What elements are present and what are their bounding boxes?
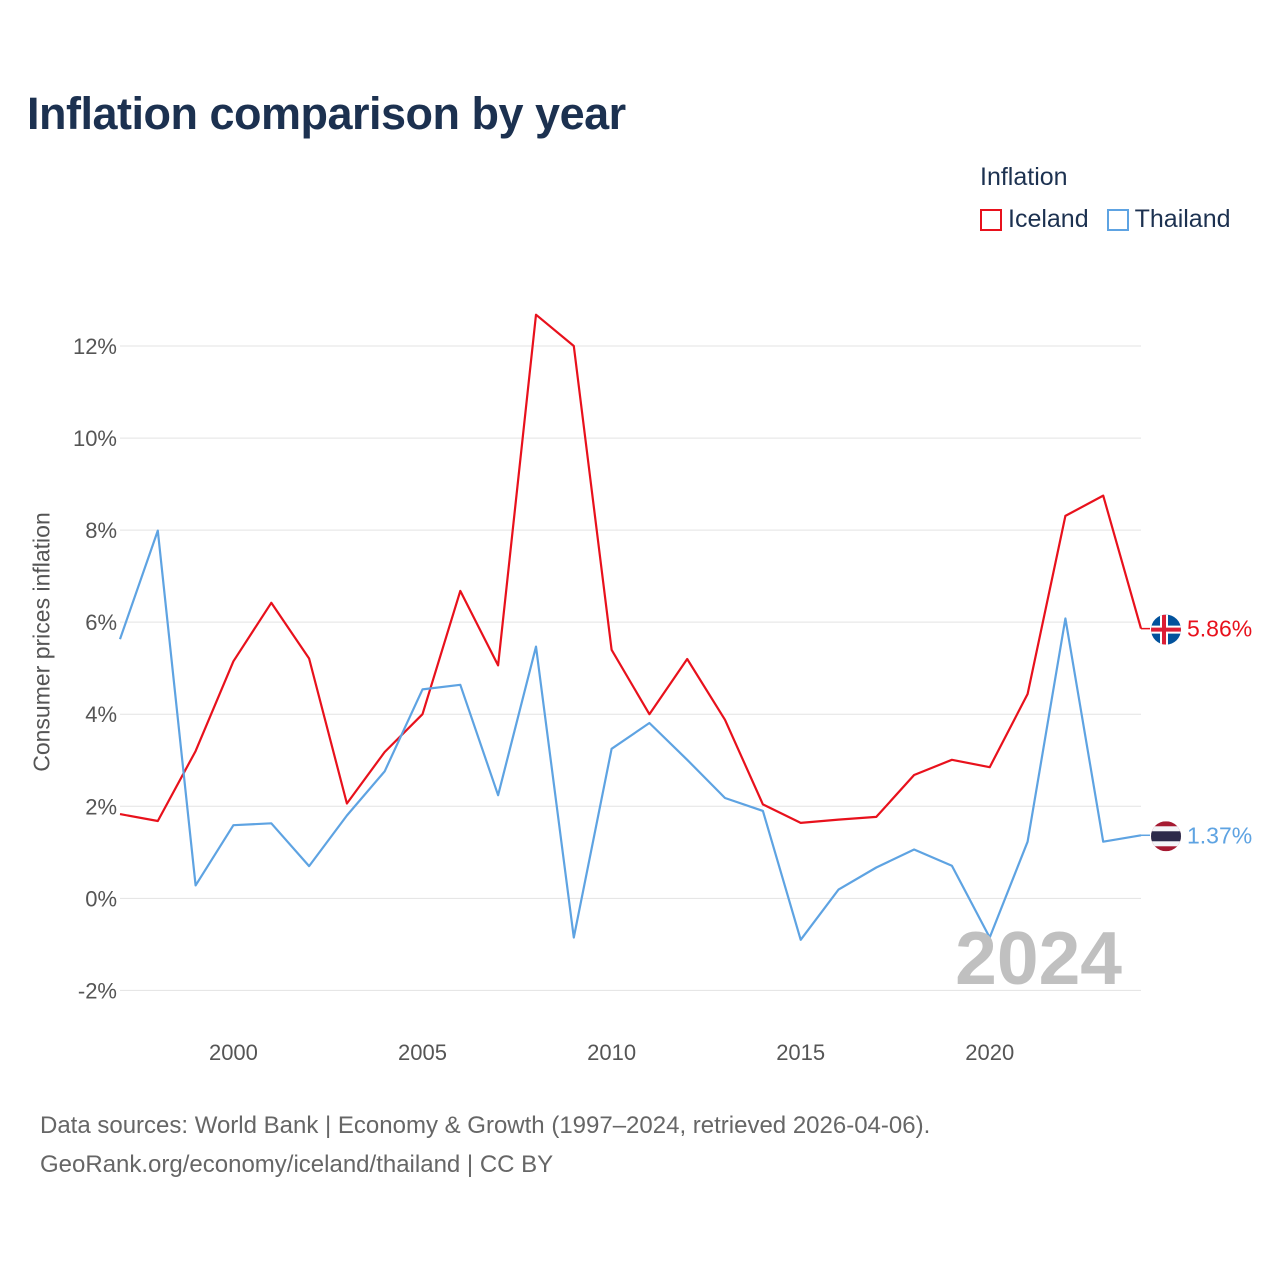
y-tick-label: 6% <box>85 610 117 635</box>
series-line-iceland <box>119 313 1143 825</box>
x-tick-label: 2010 <box>587 1040 636 1065</box>
x-tick-label: 2020 <box>965 1040 1014 1065</box>
legend-label-thailand: Thailand <box>1134 205 1231 233</box>
end-label-thailand: 1.37% <box>1187 822 1252 848</box>
end-label-iceland: 5.86% <box>1187 616 1252 642</box>
legend-item-iceland[interactable]: Iceland <box>980 205 1089 234</box>
y-tick-label: 2% <box>85 794 117 819</box>
footer: Data sources: World Bank | Economy & Gro… <box>40 1106 930 1184</box>
iceland-flag-icon <box>1151 614 1181 645</box>
thailand-flag-icon <box>1151 821 1181 852</box>
y-tick-label: 4% <box>85 702 117 727</box>
legend-title: Inflation <box>980 163 1068 191</box>
x-tick-label: 2000 <box>209 1040 258 1065</box>
y-tick-label: 8% <box>85 518 117 543</box>
x-tick-label: 2015 <box>776 1040 825 1065</box>
series-line-thailand <box>118 529 1142 941</box>
footer-link[interactable]: GeoRank.org/economy/iceland/thailand | C… <box>40 1151 554 1178</box>
year-badge: 2024 <box>955 916 1122 1000</box>
legend: Iceland Thailand <box>980 205 1231 234</box>
footer-source: Data sources: World Bank | Economy & Gro… <box>40 1112 931 1139</box>
legend-swatch-iceland <box>980 208 1002 231</box>
y-tick-label: -2% <box>78 978 117 1003</box>
legend-item-thailand[interactable]: Thailand <box>1106 205 1231 234</box>
y-tick-label: 12% <box>73 334 117 359</box>
legend-swatch-thailand <box>1106 208 1129 231</box>
x-tick-label: 2005 <box>398 1040 447 1065</box>
legend-label-iceland: Iceland <box>1008 205 1089 233</box>
chart-title: Inflation comparison by year <box>27 88 626 139</box>
y-tick-label: 10% <box>73 426 117 451</box>
y-tick-label: 0% <box>85 886 117 911</box>
